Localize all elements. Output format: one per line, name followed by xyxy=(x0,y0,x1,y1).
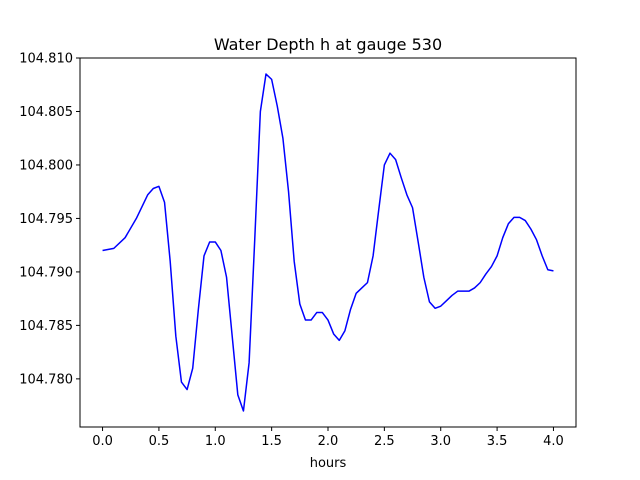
x-tick-label: 2.5 xyxy=(374,434,395,449)
x-axis: 0.0 0.5 1.0 1.5 2.0 2.5 3.0 3.5 4.0 xyxy=(92,427,564,449)
y-tick-label: 104.780 xyxy=(19,372,73,387)
x-tick-label: 4.0 xyxy=(543,434,564,449)
y-tick-label: 104.805 xyxy=(19,105,73,120)
x-tick-label: 1.0 xyxy=(205,434,226,449)
y-tick-label: 104.800 xyxy=(19,158,73,173)
y-tick-label: 104.795 xyxy=(19,212,73,227)
x-tick-label: 3.0 xyxy=(430,434,451,449)
y-axis: 104.780 104.785 104.790 104.795 104.800 104.8… xyxy=(19,52,80,387)
x-axis-label: hours xyxy=(310,456,347,471)
chart-title: Water Depth h at gauge 530 xyxy=(214,35,442,54)
y-tick-label: 104.810 xyxy=(19,52,73,67)
y-tick-label: 104.785 xyxy=(19,319,73,334)
x-tick-label: 2.0 xyxy=(318,434,339,449)
x-tick-label: 0.0 xyxy=(92,434,113,449)
series-line xyxy=(102,73,554,412)
y-tick-label: 104.790 xyxy=(19,265,73,280)
x-tick-label: 1.5 xyxy=(261,434,282,449)
plot-area xyxy=(79,57,577,428)
x-tick-label: 0.5 xyxy=(149,434,170,449)
x-tick-label: 3.5 xyxy=(487,434,508,449)
